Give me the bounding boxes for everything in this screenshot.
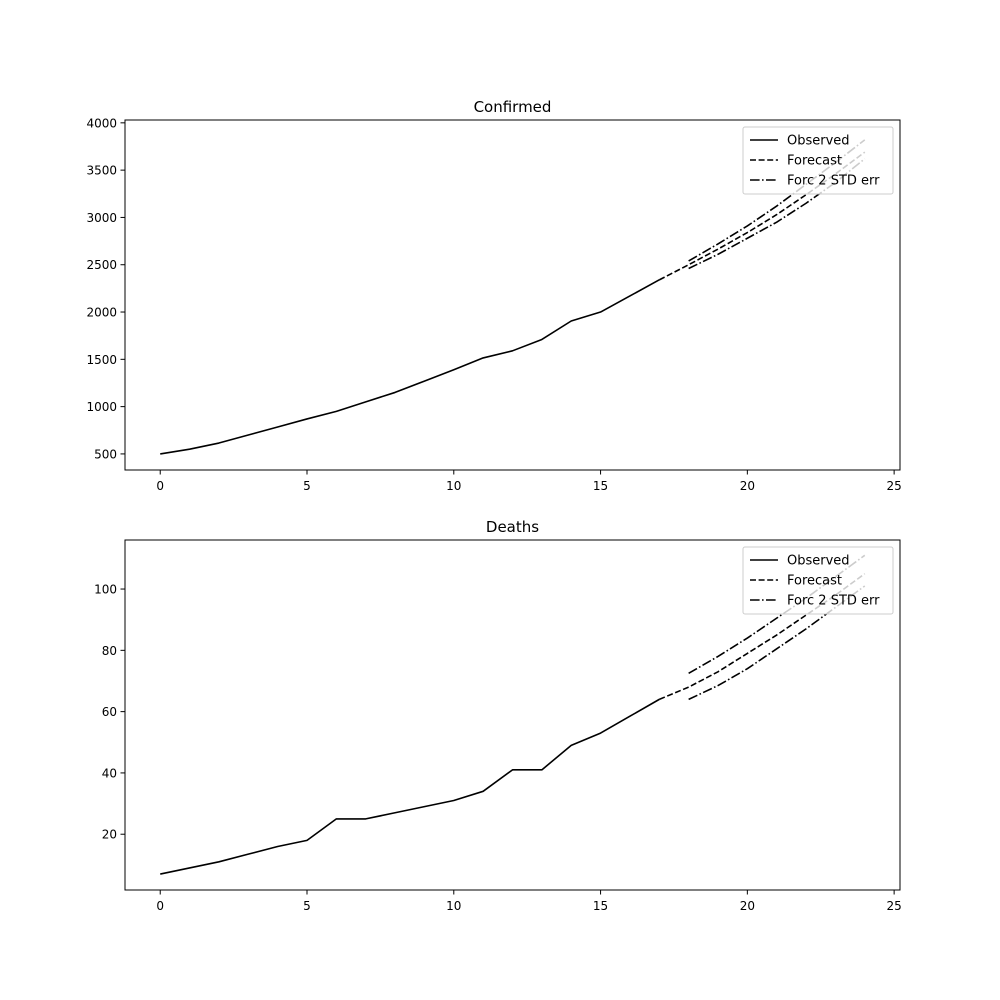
x-tick-label: 25	[886, 479, 901, 493]
x-tick-label: 5	[303, 899, 311, 913]
legend-box	[742, 126, 894, 195]
y-tick-label: 80	[102, 644, 117, 658]
chart-confirmed: Confirmed 0 5 10 15 20 25 500 1000 1500 2000 2500 3…	[86, 98, 901, 493]
y-tick-label: 2000	[86, 306, 117, 320]
legend: Observed Forecast Forc 2 STD err	[742, 126, 894, 195]
y-tick-label: 1000	[86, 400, 117, 414]
y-tick-label: 4000	[86, 116, 117, 130]
x-tick-label: 15	[593, 479, 608, 493]
y-tick-label: 2500	[86, 258, 117, 272]
legend-label: Forecast	[787, 154, 842, 169]
y-tick-label: 60	[102, 705, 117, 719]
legend-label: Forc 2 STD err	[787, 174, 880, 189]
x-tick-label: 5	[303, 479, 311, 493]
chart-title: Confirmed	[474, 98, 552, 116]
legend-label: Observed	[787, 554, 850, 569]
y-tick-label: 500	[94, 447, 117, 461]
x-tick-label: 10	[446, 479, 461, 493]
legend-box	[742, 546, 894, 615]
series-line-dashdot-3	[688, 158, 866, 270]
y-tick-label: 40	[102, 766, 117, 780]
y-tick-label: 20	[102, 828, 117, 842]
axis-layer: 0 5 10 15 20 25 20 40 60 80 100	[94, 583, 902, 913]
axis-layer: 0 5 10 15 20 25 500 1000 1500 2000 2500 3000 3500 400…	[86, 116, 901, 493]
legend-label: Forc 2 STD err	[787, 594, 880, 609]
y-tick-label: 1500	[86, 353, 117, 367]
series-line-solid	[160, 698, 660, 875]
x-tick-label: 0	[156, 479, 164, 493]
chart-title: Deaths	[486, 518, 539, 536]
legend: Observed Forecast Forc 2 STD err	[742, 546, 894, 615]
plot-frame	[124, 119, 901, 471]
y-tick-label: 3000	[86, 211, 117, 225]
legend-label: Observed	[787, 134, 850, 149]
x-tick-label: 10	[446, 899, 461, 913]
legend-label: Forecast	[787, 574, 842, 589]
chart-deaths: Deaths 0 5 10 15 20 25 20 40 60 80 100 Observed Fo…	[94, 518, 902, 913]
x-tick-label: 25	[886, 899, 901, 913]
series-line-solid	[160, 279, 660, 455]
x-tick-label: 15	[593, 899, 608, 913]
x-tick-label: 20	[740, 479, 755, 493]
y-tick-label: 3500	[86, 164, 117, 178]
y-tick-label: 100	[94, 583, 117, 597]
plot-frame	[124, 539, 901, 891]
x-tick-label: 20	[740, 899, 755, 913]
x-tick-label: 0	[156, 899, 164, 913]
series-line-dashdot-2	[688, 554, 866, 675]
